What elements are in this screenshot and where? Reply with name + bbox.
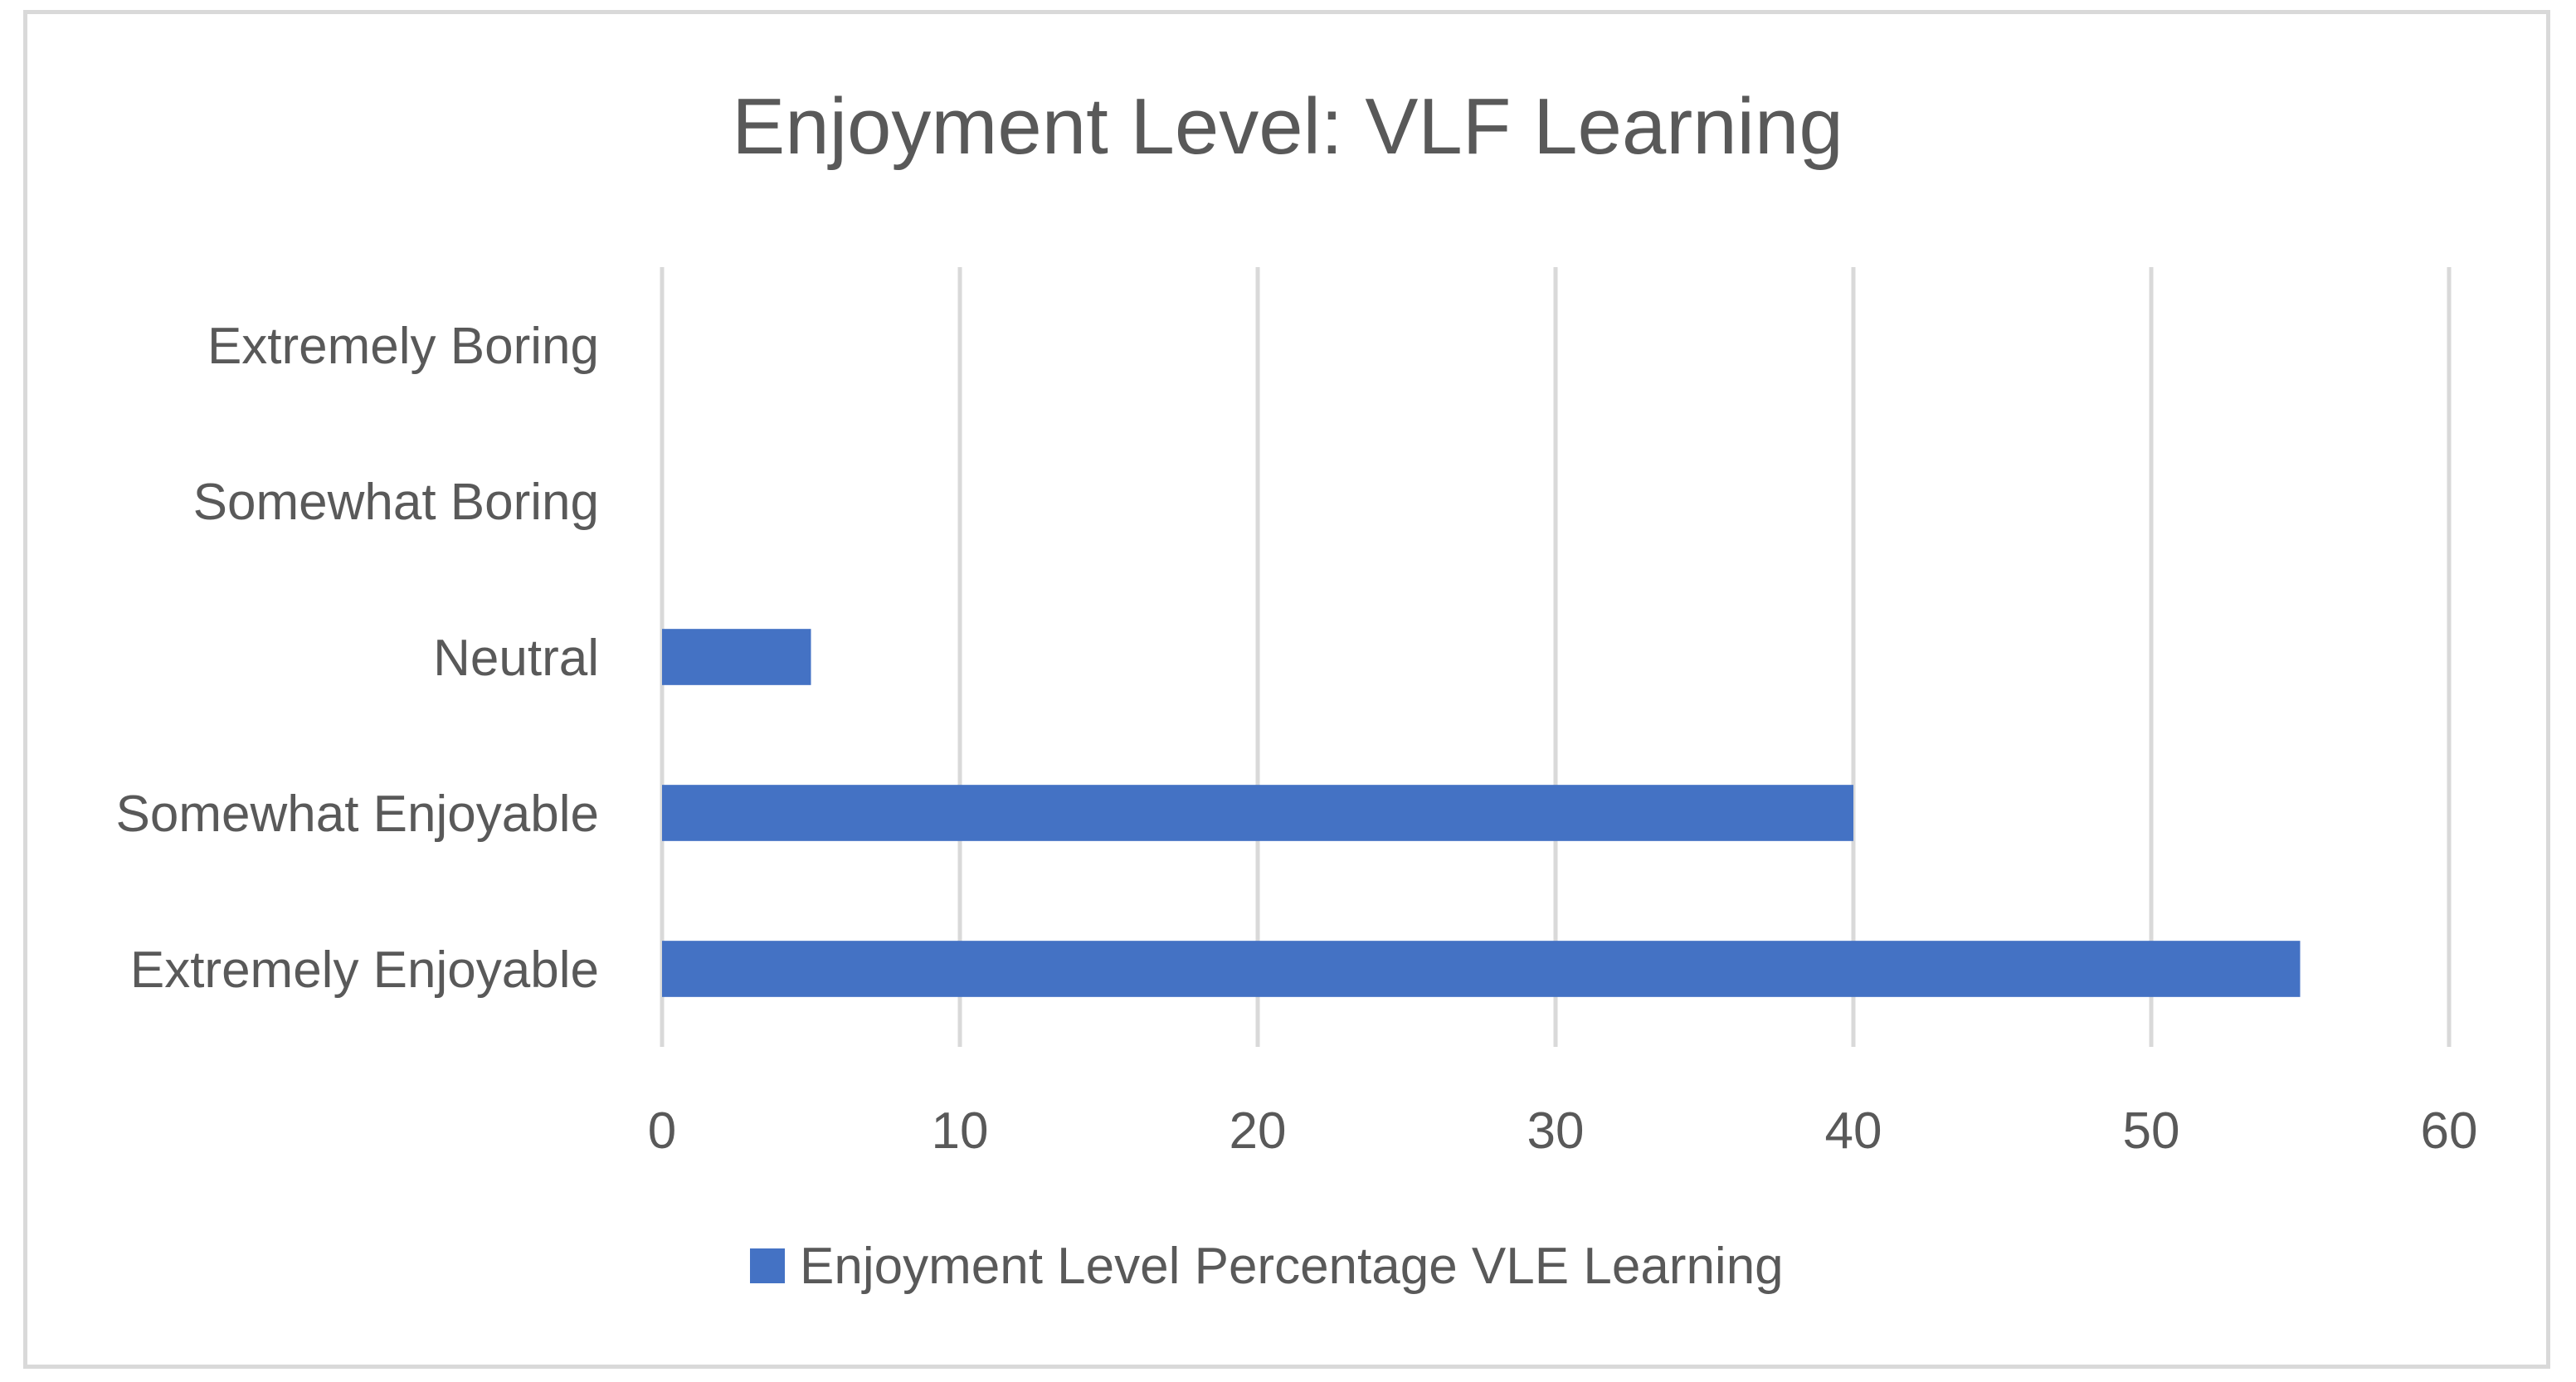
chart-title: Enjoyment Level: VLF Learning — [732, 82, 1843, 171]
category-label: Neutral — [433, 630, 599, 687]
category-label: Somewhat Boring — [193, 474, 599, 531]
chart-frame — [23, 10, 2550, 1369]
x-tick-label: 0 — [648, 1102, 676, 1160]
category-label: Extremely Enjoyable — [130, 942, 599, 999]
x-tick-label: 50 — [2123, 1102, 2180, 1160]
bars — [662, 629, 2301, 997]
category-label: Somewhat Enjoyable — [116, 786, 599, 843]
x-tick-labels: 0 10 20 30 40 50 60 — [648, 1102, 2478, 1160]
x-tick-label: 60 — [2421, 1102, 2478, 1160]
x-tick-label: 20 — [1230, 1102, 1287, 1160]
bar — [662, 785, 1853, 841]
bar — [662, 941, 2301, 997]
x-tick-label: 40 — [1825, 1102, 1882, 1160]
legend-label: Enjoyment Level Percentage VLE Learning — [800, 1238, 1784, 1295]
category-labels: Extremely Boring Somewhat Boring Neutral So… — [116, 318, 599, 999]
x-tick-label: 30 — [1527, 1102, 1585, 1160]
legend-swatch — [750, 1248, 785, 1283]
x-tick-label: 10 — [932, 1102, 989, 1160]
gridlines — [660, 267, 2452, 1047]
legend: Enjoyment Level Percentage VLE Learning — [750, 1238, 1784, 1295]
category-label: Extremely Boring — [207, 318, 599, 375]
bar — [662, 629, 811, 685]
